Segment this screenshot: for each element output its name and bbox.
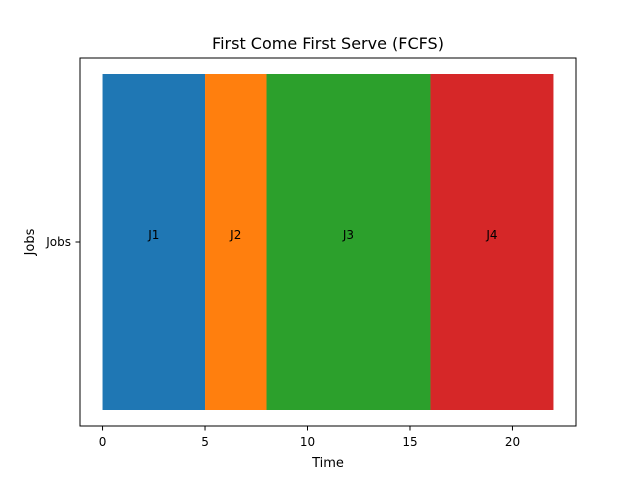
x-tick-label: 15 — [402, 435, 417, 449]
y-tick-label: Jobs — [45, 235, 71, 249]
x-axis-label: Time — [311, 456, 344, 471]
bar-label-j4: J4 — [485, 228, 497, 242]
x-tick-label: 10 — [300, 435, 315, 449]
bars — [102, 74, 554, 410]
x-tick-label: 20 — [505, 435, 520, 449]
bar-j4 — [430, 74, 554, 410]
y-axis-label: Jobs — [23, 228, 38, 256]
x-tick-label: 0 — [99, 435, 107, 449]
bar-j3 — [266, 74, 431, 410]
chart-title: First Come First Serve (FCFS) — [212, 34, 444, 53]
x-ticks: 0 5 10 15 20 — [99, 426, 520, 449]
bar-label-j1: J1 — [147, 228, 159, 242]
bar-j2 — [205, 74, 267, 410]
bar-j1 — [102, 74, 206, 410]
bar-label-j2: J2 — [229, 228, 241, 242]
bar-labels: J1 J2 J3 J4 — [147, 228, 497, 242]
bar-label-j3: J3 — [342, 228, 354, 242]
x-tick-label: 5 — [201, 435, 209, 449]
